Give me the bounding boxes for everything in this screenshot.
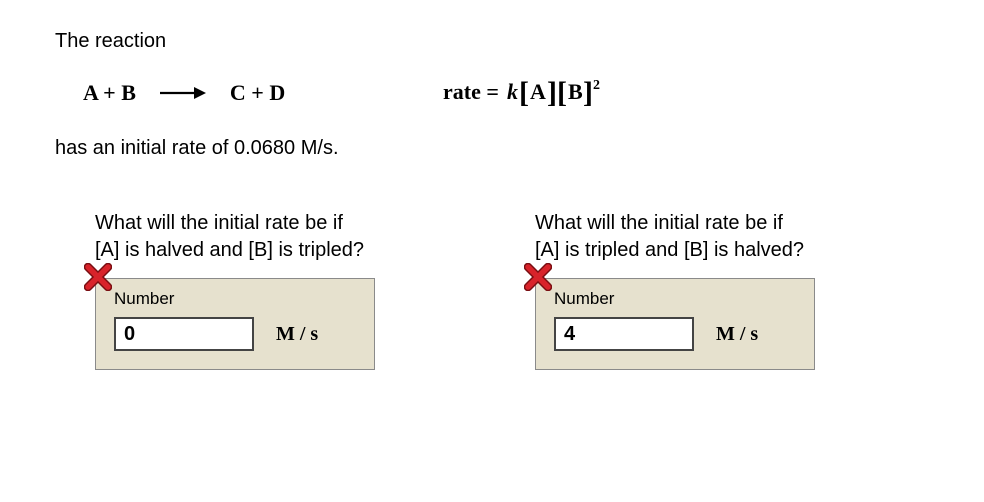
q1-line1: What will the initial rate be if xyxy=(95,212,343,234)
q1-answer-input[interactable] xyxy=(114,317,254,351)
svg-text:B: B xyxy=(568,79,583,104)
question-2: What will the initial rate be if [A] is … xyxy=(535,210,875,370)
svg-text:A: A xyxy=(530,79,546,104)
svg-text:]: ] xyxy=(583,76,593,109)
q2-text: What will the initial rate be if [A] is … xyxy=(535,210,875,264)
q1-line2: [A] is halved and [B] is tripled? xyxy=(95,239,364,261)
equation-row: A + B C + D rate = k [ A ] [ B ] 2 xyxy=(55,75,929,111)
questions-row: What will the initial rate be if [A] is … xyxy=(55,210,929,370)
q2-box-label: Number xyxy=(554,289,800,309)
q2-line2: [A] is tripled and [B] is halved? xyxy=(535,239,804,261)
svg-text:k: k xyxy=(507,79,518,104)
q1-box-label: Number xyxy=(114,289,360,309)
rate-law: rate = k [ A ] [ B ] 2 xyxy=(443,75,643,111)
arrow-icon xyxy=(160,85,206,101)
q1-text: What will the initial rate be if [A] is … xyxy=(95,210,435,264)
svg-text:rate =: rate = xyxy=(443,79,499,104)
initial-rate-text: has an initial rate of 0.0680 M/s. xyxy=(55,137,929,160)
reaction-left: A + B xyxy=(83,80,136,106)
question-1: What will the initial rate be if [A] is … xyxy=(95,210,435,370)
reaction-right: C + D xyxy=(230,80,285,106)
svg-text:[: [ xyxy=(519,76,529,109)
svg-text:]: ] xyxy=(547,76,557,109)
q2-answer-box: Number M / s xyxy=(535,278,815,370)
q2-unit: M / s xyxy=(716,323,758,346)
q2-answer-input[interactable] xyxy=(554,317,694,351)
incorrect-icon xyxy=(84,263,112,291)
intro-text: The reaction xyxy=(55,30,929,53)
q2-line1: What will the initial rate be if xyxy=(535,212,783,234)
q1-answer-box: Number M / s xyxy=(95,278,375,370)
q1-unit: M / s xyxy=(276,323,318,346)
svg-text:2: 2 xyxy=(593,78,600,93)
reaction-equation: A + B C + D xyxy=(83,80,443,106)
svg-text:[: [ xyxy=(557,76,567,109)
incorrect-icon xyxy=(524,263,552,291)
